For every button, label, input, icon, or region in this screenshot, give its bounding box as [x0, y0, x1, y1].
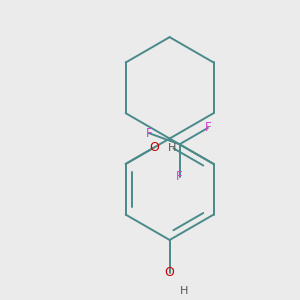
- Text: F: F: [205, 122, 211, 134]
- Text: F: F: [146, 127, 152, 140]
- Text: F: F: [176, 170, 183, 184]
- Text: H: H: [168, 142, 176, 152]
- Text: H: H: [180, 286, 188, 296]
- Text: O: O: [165, 266, 175, 279]
- Text: O: O: [149, 141, 159, 154]
